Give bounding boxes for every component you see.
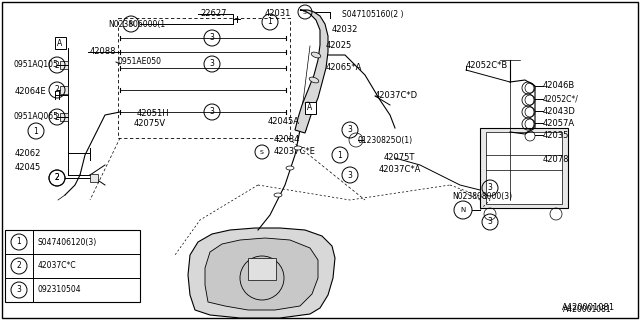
Text: 3: 3 [209, 34, 214, 43]
Text: 42045: 42045 [15, 163, 41, 172]
Text: S047105160(2 ): S047105160(2 ) [342, 10, 403, 19]
Ellipse shape [309, 77, 319, 83]
Text: 3: 3 [348, 125, 353, 134]
Text: 3: 3 [209, 60, 214, 68]
Text: 42031: 42031 [265, 10, 291, 19]
Text: 0951AQ065: 0951AQ065 [14, 113, 59, 122]
Text: 42025: 42025 [326, 42, 352, 51]
Text: 2: 2 [17, 261, 21, 270]
Ellipse shape [274, 193, 282, 197]
Text: 42037C*C: 42037C*C [38, 261, 77, 270]
Text: 3: 3 [348, 171, 353, 180]
Text: 2: 2 [54, 173, 60, 182]
Text: 3: 3 [17, 285, 21, 294]
Text: 2: 2 [54, 85, 60, 94]
Bar [60, 61, 68, 69]
Text: 3: 3 [209, 108, 214, 116]
Bar [486, 132, 562, 204]
Text: 1: 1 [17, 237, 21, 246]
Text: 42037C*E: 42037C*E [274, 148, 316, 156]
Bar [60, 86, 68, 94]
Text: 42062: 42062 [15, 148, 42, 157]
Text: 42052C*B: 42052C*B [466, 61, 508, 70]
Text: S: S [260, 149, 264, 155]
Text: 2: 2 [54, 173, 60, 182]
Text: 3: 3 [488, 183, 492, 193]
Bar [90, 174, 98, 182]
Polygon shape [205, 238, 318, 310]
Text: 42057A: 42057A [543, 118, 575, 127]
Text: 2: 2 [54, 60, 60, 69]
Bar [305, 102, 316, 114]
Bar [60, 113, 68, 121]
Text: 1: 1 [268, 18, 273, 27]
Text: 42051H: 42051H [137, 108, 170, 117]
Bar [5, 230, 140, 302]
Text: N023808000(3): N023808000(3) [452, 191, 512, 201]
Polygon shape [295, 10, 328, 133]
Text: 01230825O(1): 01230825O(1) [358, 135, 413, 145]
Bar [54, 37, 65, 49]
Text: 42075T: 42075T [384, 154, 415, 163]
Text: 1: 1 [338, 150, 342, 159]
Ellipse shape [305, 102, 315, 108]
Text: A420001081: A420001081 [563, 306, 612, 315]
Text: 0951AE050: 0951AE050 [118, 58, 162, 67]
Text: 42043D: 42043D [543, 107, 576, 116]
Ellipse shape [311, 52, 321, 58]
Text: S047406120(3): S047406120(3) [38, 237, 97, 246]
Bar [248, 258, 276, 280]
Ellipse shape [294, 146, 302, 150]
Text: 42075V: 42075V [134, 119, 166, 129]
Text: 42084: 42084 [274, 135, 300, 145]
Text: 1: 1 [34, 126, 38, 135]
Text: 42046B: 42046B [543, 82, 575, 91]
Text: 42078: 42078 [543, 156, 570, 164]
Text: 42045A: 42045A [268, 117, 300, 126]
Text: 42065*A: 42065*A [326, 62, 362, 71]
Ellipse shape [286, 166, 294, 170]
Text: 42064E: 42064E [15, 87, 47, 97]
Text: A420001081: A420001081 [562, 303, 615, 313]
Text: 0951AQ105: 0951AQ105 [14, 60, 59, 69]
Polygon shape [188, 228, 335, 318]
Text: 42052C*/: 42052C*/ [543, 94, 579, 103]
Text: 092310504: 092310504 [38, 285, 82, 294]
Text: 42088: 42088 [90, 47, 116, 57]
Text: N: N [129, 21, 134, 27]
Text: 42037C*A: 42037C*A [379, 165, 421, 174]
Text: N023806000(1: N023806000(1 [108, 20, 165, 28]
Text: N: N [460, 207, 466, 213]
Bar [480, 128, 568, 208]
Text: 3: 3 [488, 218, 492, 227]
Text: 42037C*D: 42037C*D [375, 92, 418, 100]
Text: 42032: 42032 [332, 25, 358, 34]
Text: 42035: 42035 [543, 131, 570, 140]
Text: 2: 2 [54, 113, 60, 122]
Text: 22627: 22627 [200, 10, 227, 19]
Text: A: A [307, 103, 312, 113]
Text: S: S [303, 10, 307, 14]
Text: A: A [58, 38, 63, 47]
